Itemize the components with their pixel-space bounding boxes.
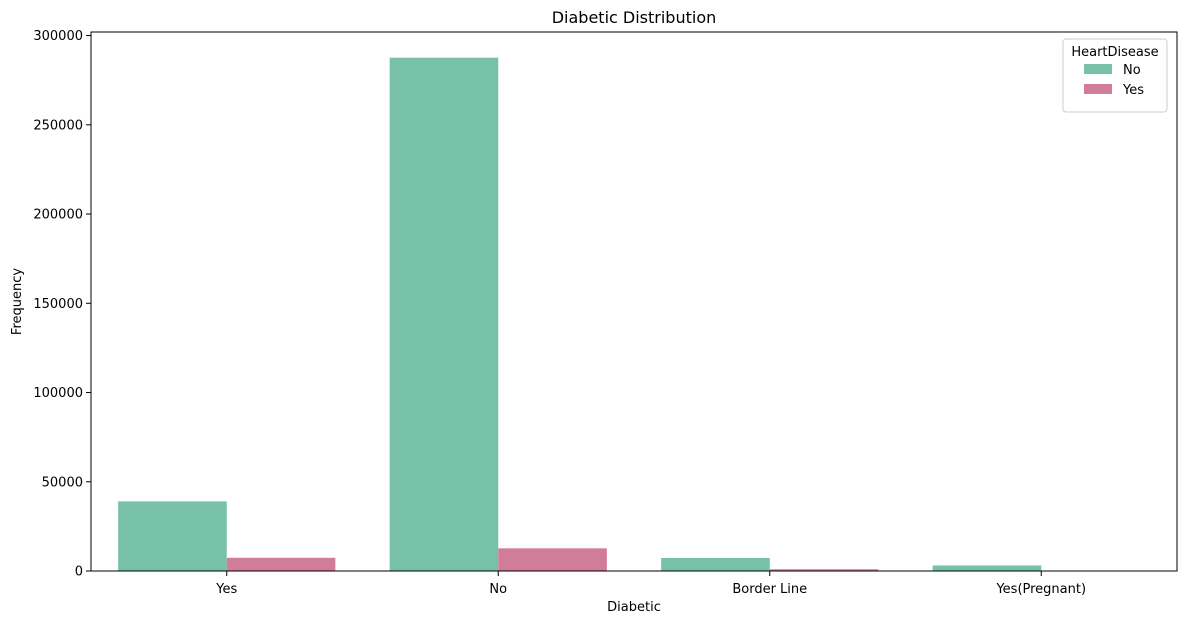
y-axis: 0 50000 100000 150000 200000 250000 300000 — [33, 29, 91, 580]
x-tick-label: Yes(Pregnant) — [995, 582, 1086, 597]
x-tick-label: Border Line — [732, 582, 807, 597]
x-axis-label: Diabetic — [607, 600, 661, 615]
y-tick-label: 150000 — [33, 297, 83, 312]
bar-yes-border-line — [769, 569, 879, 571]
y-tick-label: 100000 — [33, 386, 83, 401]
legend-entries: No Yes — [1084, 63, 1144, 98]
bar-no-yes-pregnant- — [932, 565, 1042, 571]
chart-title: Diabetic Distribution — [552, 8, 717, 27]
legend-swatch-yes — [1084, 84, 1112, 94]
x-tick-label: Yes — [215, 582, 237, 597]
x-tick-label: No — [489, 582, 507, 597]
bar-yes-yes — [226, 557, 336, 571]
y-tick-label: 50000 — [42, 475, 83, 490]
legend-title: HeartDisease — [1071, 45, 1158, 60]
x-axis: Yes No Border Line Yes(Pregnant) — [215, 571, 1086, 597]
plot-frame — [90, 31, 1178, 572]
y-tick-label: 250000 — [33, 118, 83, 133]
y-tick-label: 0 — [75, 565, 83, 580]
bar-no-no — [389, 57, 499, 571]
legend: HeartDisease No Yes — [1062, 38, 1168, 113]
legend-swatch-no — [1084, 64, 1112, 74]
y-axis-label: Frequency — [10, 268, 25, 335]
y-tick-label: 300000 — [33, 29, 83, 44]
bar-no-yes — [118, 501, 227, 571]
bar-no-border-line — [661, 557, 770, 571]
legend-label-yes: Yes — [1122, 83, 1144, 98]
y-tick-label: 200000 — [33, 208, 83, 223]
bar-yes-no — [498, 548, 607, 571]
bars-layer — [118, 57, 1150, 571]
legend-label-no: No — [1123, 63, 1141, 78]
